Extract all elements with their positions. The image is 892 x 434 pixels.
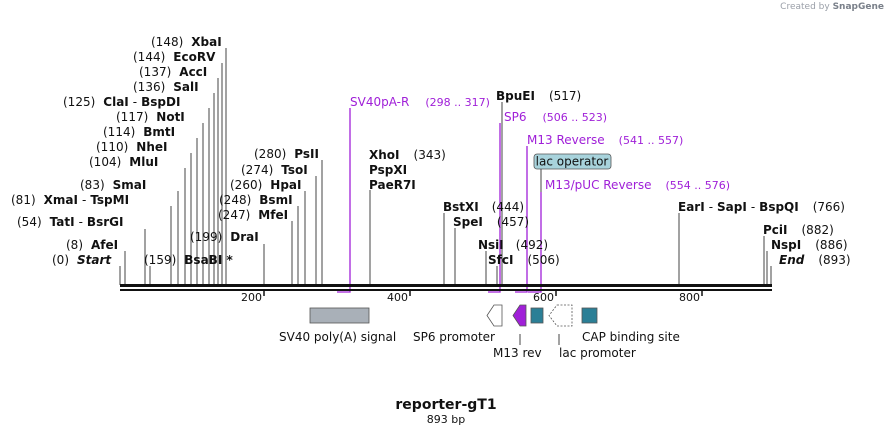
primer-leaders bbox=[337, 108, 542, 293]
site-pspxi[interactable]: PspXI bbox=[369, 163, 407, 177]
credit-prefix: Created by bbox=[780, 2, 830, 12]
snapgene-credit: Created by SnapGene bbox=[780, 2, 884, 12]
site-bstxi[interactable]: BstXI (444) bbox=[443, 200, 524, 214]
site-start[interactable]: (0) Start bbox=[52, 253, 112, 267]
primer-labels: SV40pA-R (298 .. 317) SP6 (506 .. 523) M13… bbox=[350, 95, 730, 192]
feature-cap-binding-label: CAP binding site bbox=[582, 330, 680, 344]
site-tsoi[interactable]: (274) TsoI bbox=[241, 163, 308, 177]
site-mfei[interactable]: (247) MfeI bbox=[218, 208, 288, 222]
tick-200: 200 bbox=[241, 291, 262, 304]
primer-sv40pa-r-leader bbox=[337, 108, 351, 293]
tick-600: 600 bbox=[533, 291, 554, 304]
primer-m13-reverse-leader bbox=[515, 146, 528, 293]
site-sali[interactable]: (136) SalI bbox=[133, 80, 199, 94]
site-mlui[interactable]: (104) MluI bbox=[89, 155, 158, 169]
site-hpai[interactable]: (260) HpaI bbox=[230, 178, 301, 192]
site-xmai[interactable]: (81) XmaI - TspMI bbox=[11, 193, 129, 207]
tick-400: 400 bbox=[387, 291, 408, 304]
site-leader-lines bbox=[119, 48, 772, 285]
lac-operator-badge[interactable]: lac operator bbox=[533, 153, 612, 192]
site-drai[interactable]: (199) DraI bbox=[190, 230, 259, 244]
ruler: 200 400 600 800 bbox=[241, 289, 703, 304]
map-title: reporter-gT1 bbox=[395, 397, 496, 413]
primer-m13puc-reverse-leader bbox=[528, 192, 542, 293]
primer-m13-reverse[interactable]: M13 Reverse (541 .. 557) bbox=[527, 133, 683, 147]
feature-lac-promoter-label: lac promoter bbox=[559, 346, 636, 360]
site-paer7i[interactable]: PaeR7I bbox=[369, 178, 416, 192]
site-xbai[interactable]: (148) XbaI bbox=[151, 35, 222, 49]
feature-sp6-promoter-label: SP6 promoter bbox=[413, 330, 495, 344]
primer-m13puc-reverse[interactable]: M13/pUC Reverse (554 .. 576) bbox=[545, 178, 730, 192]
site-psii[interactable]: (280) PsII bbox=[254, 147, 319, 161]
restriction-sites: (148) XbaI (144) EcoRV (137) AccI (136) SalI… bbox=[11, 35, 851, 267]
site-nsii[interactable]: NsiI (492) bbox=[478, 238, 548, 252]
site-nspi[interactable]: NspI (886) bbox=[771, 238, 848, 252]
feature-lac-operator-shape[interactable] bbox=[530, 307, 544, 324]
feature-m13-rev-label: M13 rev bbox=[493, 346, 542, 360]
feature-m13-rev-shape[interactable] bbox=[512, 304, 527, 327]
site-spei[interactable]: SpeI (457) bbox=[453, 215, 529, 229]
feature-sv40-polya-label: SV40 poly(A) signal bbox=[279, 330, 396, 344]
features: SV40 poly(A) signal SP6 promoter M13 rev… bbox=[279, 304, 680, 360]
primer-sp6-leader bbox=[488, 123, 501, 293]
feature-cap-binding-shape[interactable] bbox=[581, 307, 598, 324]
feature-sv40-polya-shape[interactable] bbox=[309, 307, 370, 324]
site-eari[interactable]: EarI - SapI - BspQI (766) bbox=[678, 200, 845, 214]
dna-backbone bbox=[120, 284, 772, 291]
site-clai[interactable]: (125) ClaI - BspDI bbox=[63, 95, 180, 109]
site-bmti[interactable]: (114) BmtI bbox=[103, 125, 175, 139]
site-afei[interactable]: (8) AfeI bbox=[66, 238, 118, 252]
snapgene-logo: SnapGene bbox=[832, 2, 884, 12]
site-bpuei[interactable]: BpuEI (517) bbox=[496, 89, 581, 103]
feature-sp6-promoter-shape[interactable] bbox=[486, 304, 503, 327]
lac-operator-label: lac operator bbox=[536, 155, 609, 169]
site-acci[interactable]: (137) AccI bbox=[139, 65, 207, 79]
site-noti[interactable]: (117) NotI bbox=[116, 110, 185, 124]
map-length: 893 bp bbox=[427, 413, 465, 426]
site-xhoi[interactable]: XhoI (343) bbox=[369, 148, 446, 162]
site-tati[interactable]: (54) TatI - BsrGI bbox=[17, 215, 123, 229]
site-end[interactable]: End (893) bbox=[779, 253, 851, 267]
feature-lac-promoter-shape[interactable] bbox=[548, 304, 573, 327]
site-nhei[interactable]: (110) NheI bbox=[96, 140, 167, 154]
site-smai[interactable]: (83) SmaI bbox=[80, 178, 146, 192]
tick-800: 800 bbox=[679, 291, 700, 304]
primer-sv40pa-r[interactable]: SV40pA-R (298 .. 317) bbox=[350, 95, 490, 109]
site-bsmi[interactable]: (248) BsmI bbox=[219, 193, 293, 207]
site-ecorv[interactable]: (144) EcoRV bbox=[133, 50, 216, 64]
site-pcii[interactable]: PciI (882) bbox=[763, 223, 834, 237]
site-sfci[interactable]: SfcI (506) bbox=[488, 253, 560, 267]
site-bsabi[interactable]: (159) BsaBI * bbox=[144, 253, 233, 267]
primer-sp6[interactable]: SP6 (506 .. 523) bbox=[504, 110, 607, 124]
